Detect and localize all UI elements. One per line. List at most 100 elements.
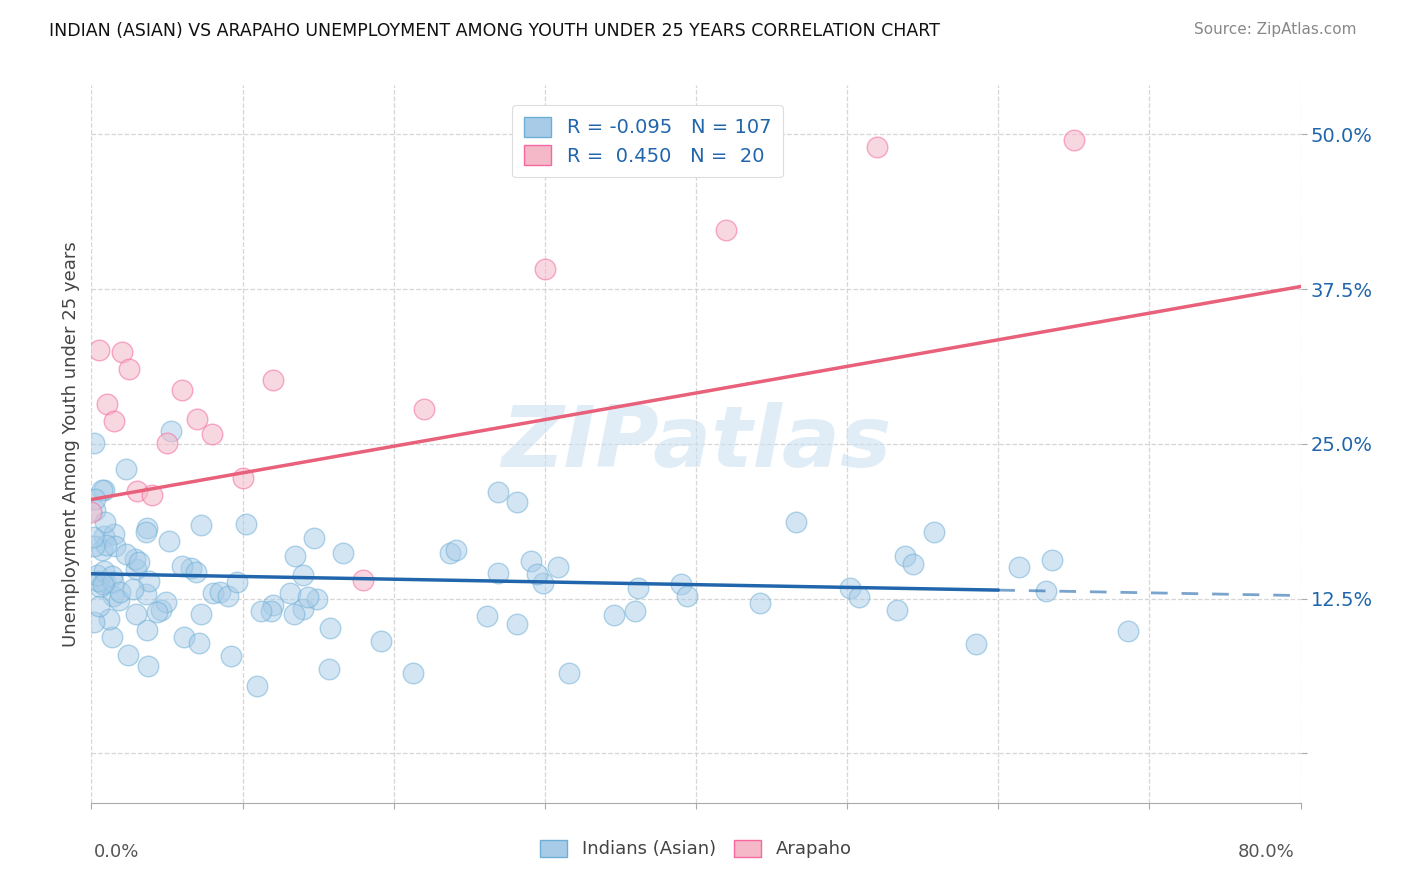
Point bbox=[141, 488, 163, 502]
Point bbox=[627, 581, 650, 595]
Point bbox=[1008, 559, 1031, 574]
Point bbox=[352, 574, 374, 588]
Point bbox=[108, 592, 131, 607]
Point bbox=[86, 567, 108, 582]
Point bbox=[669, 577, 692, 591]
Point bbox=[231, 471, 253, 485]
Point bbox=[90, 543, 112, 558]
Point bbox=[136, 658, 159, 673]
Point bbox=[318, 662, 340, 676]
Point bbox=[103, 574, 125, 589]
Legend: Indians (Asian), Arapaho: Indians (Asian), Arapaho bbox=[540, 839, 852, 858]
Point bbox=[91, 576, 114, 591]
Point bbox=[121, 582, 143, 597]
Point bbox=[894, 549, 917, 564]
Point bbox=[186, 411, 208, 425]
Point bbox=[547, 559, 569, 574]
Point bbox=[533, 262, 555, 277]
Point bbox=[96, 397, 118, 411]
Point bbox=[505, 616, 527, 631]
Point bbox=[413, 401, 436, 416]
Point bbox=[138, 574, 160, 588]
Point bbox=[87, 343, 110, 357]
Point bbox=[172, 384, 194, 398]
Point bbox=[135, 587, 157, 601]
Point bbox=[318, 622, 340, 636]
Point bbox=[439, 546, 461, 560]
Point bbox=[235, 517, 257, 532]
Point bbox=[558, 666, 581, 681]
Point bbox=[93, 564, 115, 578]
Point bbox=[101, 630, 124, 644]
Point bbox=[477, 608, 499, 623]
Point bbox=[136, 520, 159, 534]
Point bbox=[278, 586, 301, 600]
Point bbox=[84, 491, 107, 506]
Point bbox=[124, 551, 146, 566]
Point bbox=[83, 539, 105, 553]
Point bbox=[217, 590, 239, 604]
Point bbox=[886, 603, 908, 617]
Point bbox=[173, 630, 195, 644]
Point bbox=[297, 590, 319, 604]
Point bbox=[118, 362, 141, 376]
Point bbox=[506, 495, 529, 509]
Point bbox=[201, 586, 224, 600]
Point bbox=[84, 502, 107, 516]
Point bbox=[146, 605, 169, 619]
Y-axis label: Unemployment Among Youth under 25 years: Unemployment Among Youth under 25 years bbox=[62, 241, 80, 647]
Point bbox=[291, 601, 314, 615]
Point bbox=[284, 549, 307, 563]
Point bbox=[1035, 583, 1057, 598]
Point bbox=[246, 679, 269, 693]
Point bbox=[83, 615, 105, 629]
Point bbox=[93, 528, 115, 542]
Point bbox=[965, 637, 987, 651]
Point bbox=[260, 604, 283, 618]
Point bbox=[93, 483, 115, 497]
Point bbox=[486, 566, 509, 581]
Point bbox=[225, 574, 247, 589]
Point bbox=[94, 539, 117, 553]
Point bbox=[526, 566, 548, 581]
Point bbox=[128, 555, 150, 569]
Point bbox=[150, 603, 173, 617]
Point bbox=[332, 547, 354, 561]
Point bbox=[94, 574, 117, 589]
Point bbox=[866, 140, 889, 154]
Point bbox=[838, 581, 860, 595]
Point bbox=[292, 567, 315, 582]
Point bbox=[180, 561, 202, 575]
Point bbox=[304, 531, 326, 545]
Point bbox=[486, 484, 509, 499]
Text: 0.0%: 0.0% bbox=[94, 843, 139, 861]
Point bbox=[117, 648, 139, 662]
Point bbox=[83, 435, 105, 450]
Point bbox=[1116, 624, 1139, 638]
Point bbox=[103, 590, 125, 604]
Point bbox=[93, 516, 115, 530]
Point bbox=[135, 524, 157, 539]
Point bbox=[219, 648, 242, 663]
Point bbox=[101, 568, 124, 582]
Point bbox=[714, 223, 737, 237]
Text: INDIAN (ASIAN) VS ARAPAHO UNEMPLOYMENT AMONG YOUTH UNDER 25 YEARS CORRELATION CH: INDIAN (ASIAN) VS ARAPAHO UNEMPLOYMENT A… bbox=[49, 22, 941, 40]
Point bbox=[98, 612, 121, 626]
Point bbox=[305, 591, 328, 606]
Point bbox=[262, 373, 284, 387]
Point bbox=[170, 559, 193, 574]
Point bbox=[155, 595, 177, 609]
Point bbox=[402, 665, 425, 680]
Point bbox=[519, 554, 541, 568]
Point bbox=[184, 566, 207, 580]
Point bbox=[82, 530, 104, 544]
Point bbox=[115, 547, 138, 561]
Point bbox=[103, 414, 125, 428]
Point bbox=[125, 484, 148, 499]
Point bbox=[623, 604, 645, 618]
Point bbox=[370, 633, 392, 648]
Point bbox=[922, 525, 945, 540]
Point bbox=[848, 590, 870, 604]
Point bbox=[603, 607, 626, 622]
Point bbox=[89, 580, 111, 594]
